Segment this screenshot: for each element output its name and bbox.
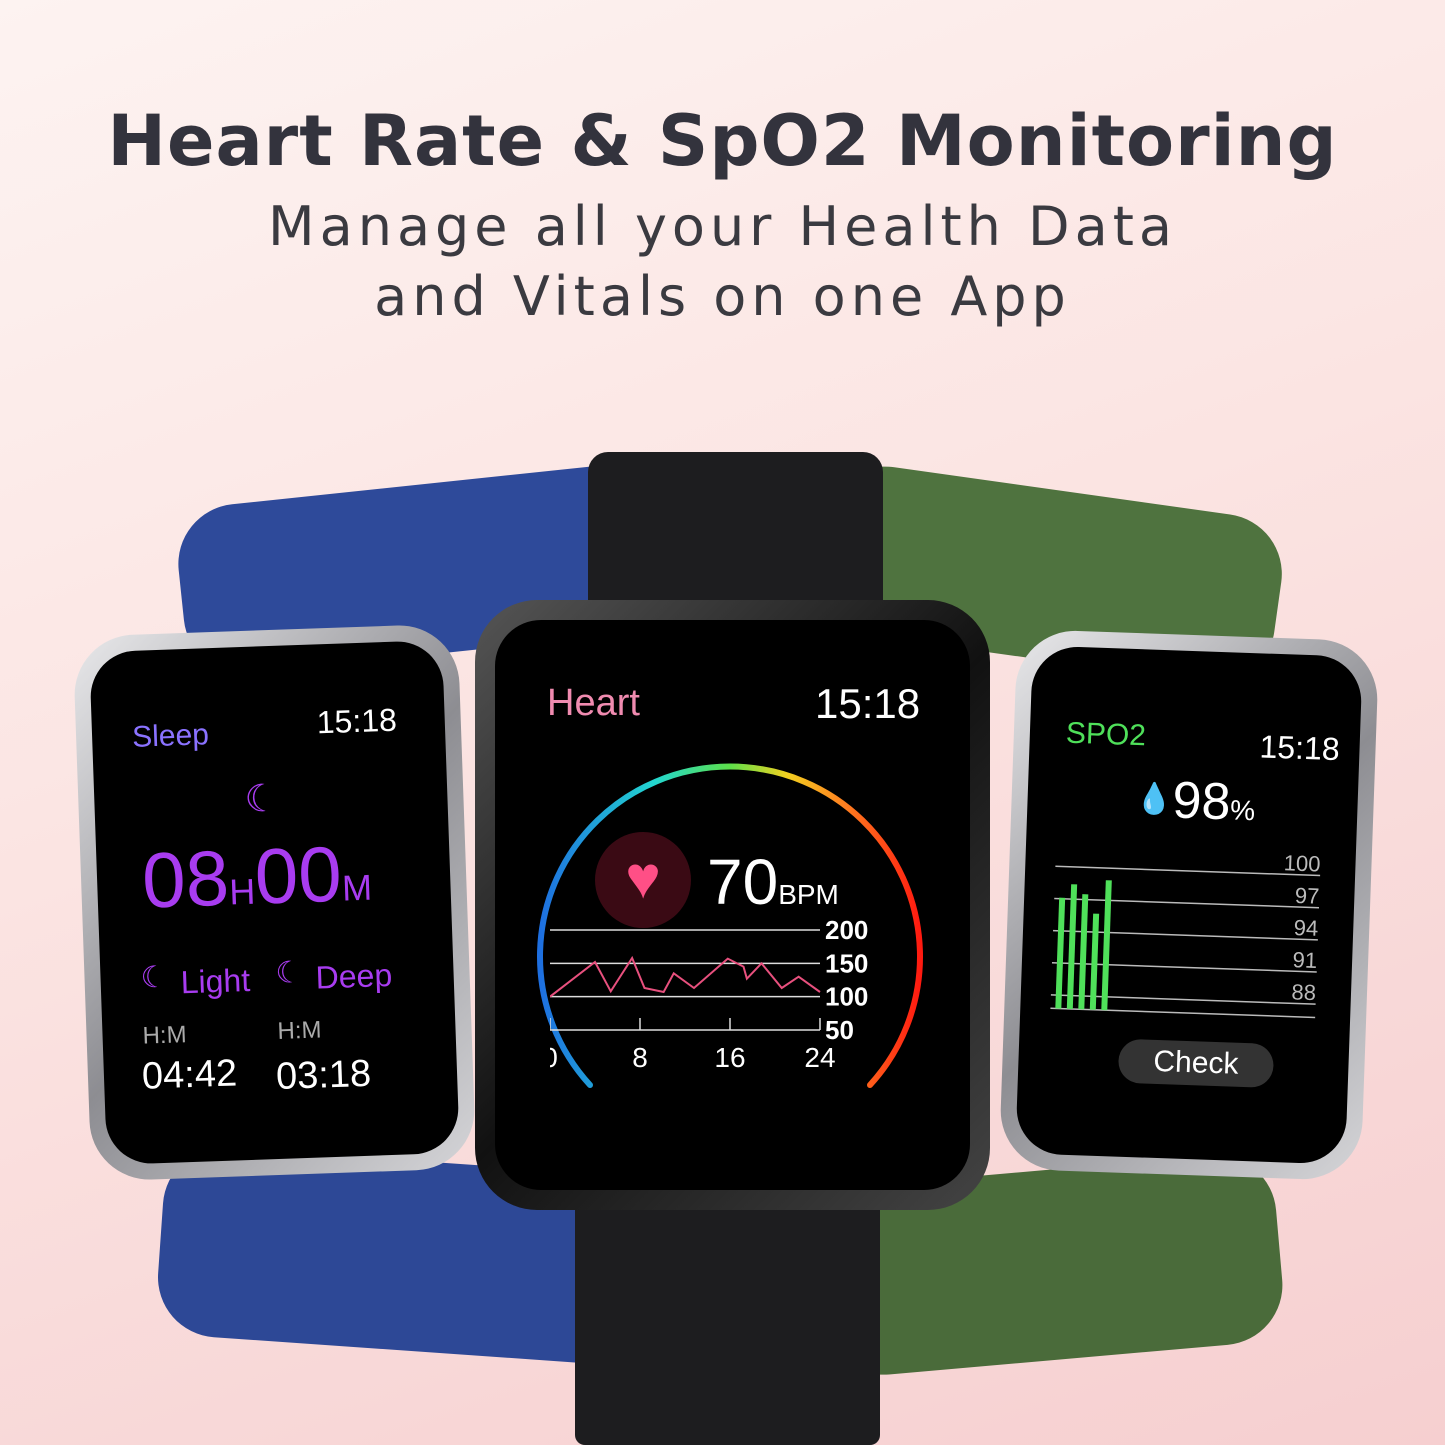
deep-moon-icon: ☾ — [274, 956, 303, 990]
heart-rate-line — [550, 955, 821, 998]
oxygen-drop-icon: 💧 — [1135, 782, 1174, 817]
sleep-watch: Sleep 15:18 ☾ 08H00M ☾ Light ☾ Deep H:M … — [72, 623, 477, 1182]
spo2-unit: % — [1229, 794, 1256, 827]
spo2-bar — [1055, 897, 1066, 1009]
deep-unit: H:M — [277, 1016, 322, 1045]
y-tick-label: 88 — [1291, 979, 1316, 1005]
subline-2: and Vitals on one App — [374, 265, 1071, 328]
y-tick-label: 100 — [825, 982, 868, 1012]
x-tick-label: 24 — [804, 1042, 835, 1073]
bpm-value: 70BPM — [707, 845, 839, 919]
gridline — [1054, 897, 1320, 909]
deep-value: 03:18 — [275, 1052, 372, 1099]
heart-time: 15:18 — [815, 680, 921, 727]
spo2-bar — [1089, 913, 1100, 1010]
y-tick-label: 50 — [825, 1015, 854, 1045]
subline-1: Manage all your Health Data — [268, 195, 1177, 258]
spo2-bar — [1066, 884, 1078, 1010]
heart-rate-arc — [537, 763, 923, 1088]
bpm-number: 70 — [707, 846, 779, 918]
y-tick-label: 97 — [1294, 883, 1319, 909]
check-button[interactable]: Check — [1117, 1038, 1275, 1089]
bpm-unit: BPM — [778, 879, 839, 910]
x-tick-label: 8 — [632, 1042, 648, 1073]
sleep-title: Sleep — [131, 718, 210, 754]
moon-icon: ☾ — [243, 777, 280, 821]
heart-icon-badge: ♥ — [595, 832, 691, 928]
gridline — [1055, 865, 1321, 877]
deep-label: Deep — [315, 956, 393, 996]
light-label: Light — [180, 961, 251, 1001]
sleep-duration: 08H00M — [141, 828, 374, 927]
y-tick-label: 91 — [1292, 947, 1317, 973]
light-value: 04:42 — [141, 1052, 238, 1098]
minutes-unit: M — [341, 866, 373, 909]
y-tick-label: 94 — [1293, 915, 1318, 941]
spo2-title: SPO2 — [1065, 716, 1147, 753]
sleep-minutes: 00 — [253, 829, 344, 921]
spo2-bar-chart: 100 97 94 91 88 — [1050, 850, 1321, 1019]
spo2-bar — [1101, 880, 1112, 1011]
spo2-watch: SPO2 15:18 💧 98% 100 97 94 91 88 Check — [998, 628, 1380, 1182]
spo2-number: 98 — [1171, 771, 1232, 832]
y-tick-label: 150 — [825, 948, 868, 978]
black-band-bottom — [575, 1180, 880, 1445]
y-tick-label: 200 — [825, 915, 868, 945]
x-tick-label: 0 — [550, 1042, 558, 1073]
y-tick-label: 100 — [1283, 850, 1321, 876]
x-tick-label: 16 — [714, 1042, 745, 1073]
light-unit: H:M — [142, 1021, 188, 1050]
headline: Heart Rate & SpO2 Monitoring — [107, 100, 1338, 182]
light-moon-icon: ☾ — [139, 960, 169, 995]
sleep-hours: 08 — [140, 833, 231, 925]
spo2-time: 15:18 — [1258, 728, 1341, 768]
hours-unit: H — [228, 870, 257, 913]
heart-title: Heart — [547, 682, 640, 724]
spo2-value: 98% — [1172, 770, 1257, 833]
spo2-bar — [1078, 894, 1089, 1010]
sleep-time: 15:18 — [316, 701, 398, 741]
